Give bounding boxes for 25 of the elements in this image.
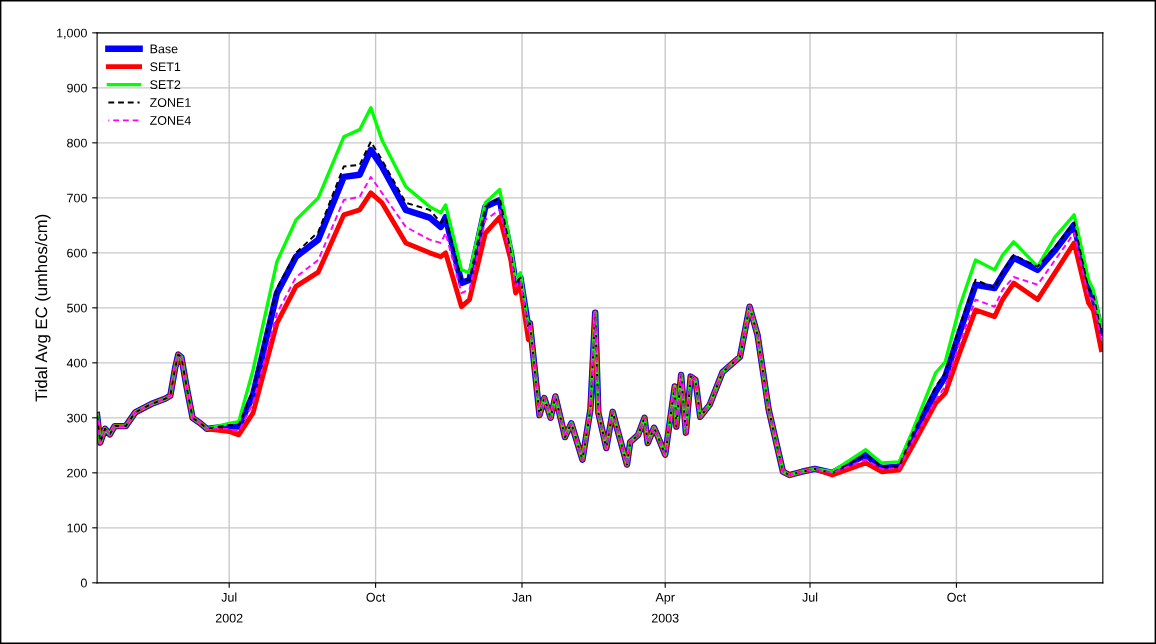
y-tick-label: 1,000 (57, 28, 87, 39)
y-tick-label: 300 (67, 413, 87, 423)
legend-label: SET1 (150, 62, 181, 72)
x-tick-label: Apr (655, 593, 675, 605)
y-tick-label: 400 (66, 358, 87, 368)
y-tick-label: 900 (67, 83, 87, 93)
text: 2003 (651, 613, 679, 623)
y-tick-label: 100 (67, 523, 87, 533)
y-tick-label: 500 (67, 303, 87, 313)
y-tick-label: 200 (67, 468, 87, 478)
legend-label: ZONE1 (150, 98, 191, 107)
y-tick-label: 700 (67, 193, 87, 203)
y-axis-title: Tidal Avg EC (umhos/cm) (35, 214, 51, 402)
y-tick-label: 600 (67, 248, 87, 258)
x-tick-label: Oct (366, 592, 386, 602)
legend-label: SET2 (150, 80, 181, 90)
legend-label: Base (150, 44, 178, 54)
x-tick-label: Jul (221, 592, 237, 602)
legend-label: ZONE4 (150, 116, 191, 125)
y-tick-label: 800 (67, 138, 87, 148)
x-tick-label: Oct (947, 592, 967, 602)
x-tick-label: Jul (802, 592, 818, 602)
text: 2002 (215, 613, 243, 623)
x-tick-label: Jan (512, 593, 532, 602)
y-tick-label: 0 (80, 578, 87, 588)
